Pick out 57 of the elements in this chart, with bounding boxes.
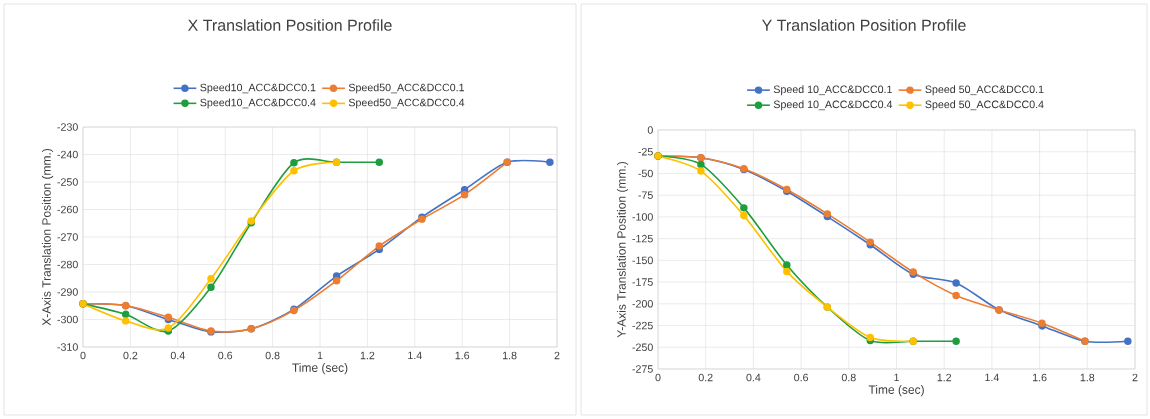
y-tick-label: -290 [57, 288, 78, 296]
y-axis-title: X-Axis Translation Position (mm.) [41, 148, 54, 326]
x-tick-label: 1.8 [503, 351, 517, 360]
x-tick-label: 1.6 [1033, 373, 1047, 382]
x-tick-label: 0.6 [218, 351, 233, 360]
y-tick-label: -100 [632, 213, 653, 221]
y-tick-label: -200 [632, 300, 653, 308]
y-tick-label: -275 [632, 365, 653, 373]
y-tick-label: -225 [632, 321, 653, 330]
x-tick-label: 0.4 [170, 351, 185, 360]
x-tick-label: 1.2 [937, 373, 952, 382]
x-tick-label: 0.8 [841, 373, 856, 382]
x-tick-label: 1.4 [985, 373, 1000, 382]
y-tick-label: -175 [632, 278, 653, 286]
x-tick-label: 0.2 [698, 373, 713, 382]
x-tick-label: 1.6 [455, 351, 470, 360]
x-tick-label: 1.4 [408, 351, 422, 360]
chart-title: Y Translation Position Profile [761, 19, 966, 31]
y-tick-label: -280 [57, 260, 78, 269]
y-tick-label: -250 [57, 178, 78, 186]
legend-label: Speed 50_ACC&DCC0.1 [925, 85, 1044, 96]
x-tick-label: 0.2 [123, 351, 138, 360]
y-axis-title: Y-Axis Translation Position (mm.) [616, 162, 629, 338]
chart-title: X Translation Position Profile [187, 19, 392, 31]
x-tick-label: 1.8 [1080, 373, 1095, 382]
y-tick-label: -25 [638, 147, 653, 156]
x-tick-label: 2 [554, 351, 560, 360]
legend-label: Speed 10_ACC&DCC0.4 [773, 100, 893, 111]
x-tick-label: 0.6 [794, 373, 809, 382]
legend-label: Speed50_ACC&DCC0.1 [348, 83, 465, 94]
y-tick-label: -260 [57, 205, 78, 214]
x-tick-label: 1 [894, 373, 899, 382]
legend-label: Speed50_ACC&DCC0.4 [348, 98, 465, 109]
legend-label: Speed 50_ACC&DCC0.4 [925, 100, 1044, 111]
legend-label: Speed10_ACC&DCC0.1 [200, 83, 316, 94]
legend-label: Speed10_ACC&DCC0.4 [200, 98, 316, 109]
legend-label: Speed 10_ACC&DCC0.1 [773, 85, 892, 96]
x-axis-title: Time (sec) [292, 363, 348, 375]
y-tick-label: -230 [57, 123, 78, 131]
y-tick-label: -270 [57, 233, 78, 241]
y-tick-label: -310 [57, 343, 78, 351]
y-tick-label: -250 [632, 343, 653, 352]
x-axis-title: Time (sec) [868, 385, 924, 397]
x-tick-label: 0 [80, 351, 86, 360]
x-tick-label: 0.8 [265, 351, 280, 360]
x-tick-label: 1.2 [360, 351, 375, 360]
x-tick-label: 0 [655, 373, 661, 382]
y-tick-label: -50 [638, 169, 653, 178]
x-tick-label: 2 [1132, 373, 1138, 382]
y-tick-label: -125 [632, 234, 653, 243]
y-tick-label: -150 [632, 256, 653, 265]
y-tick-label: -75 [638, 191, 653, 199]
x-tick-label: 1 [317, 351, 323, 360]
y-tick-label: -240 [57, 150, 78, 159]
x-tick-label: 0.4 [746, 373, 761, 382]
y-tick-label: -300 [57, 315, 78, 324]
y-tick-label: 0 [647, 126, 653, 134]
